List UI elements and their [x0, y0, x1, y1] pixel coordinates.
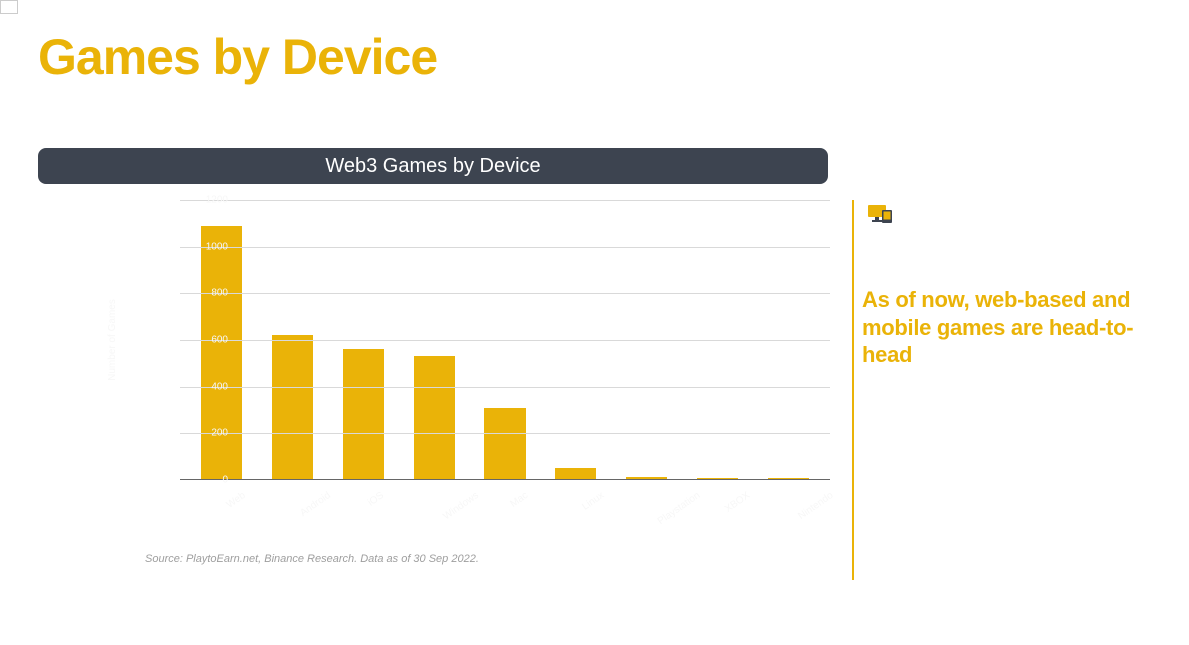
y-tick-label: 600: [180, 335, 228, 346]
y-tick-label: 1200: [180, 195, 228, 206]
x-tick-label: Android: [299, 490, 334, 519]
y-tick-label: 0: [180, 475, 228, 486]
x-tick-label: Mac: [508, 490, 530, 510]
x-tick-label: Windows: [441, 490, 481, 522]
chart-plot: WebAndroidiOSWindowsMacLinuxPlaystationX…: [180, 200, 830, 480]
x-tick-label: XBOX: [723, 490, 752, 515]
chart-header-bar: Web3 Games by Device: [38, 148, 828, 184]
gridline: [180, 247, 830, 248]
corner-tab: [0, 0, 18, 14]
bar: [484, 408, 525, 480]
devices-icon: [868, 205, 894, 225]
page-title: Games by Device: [38, 28, 437, 86]
x-axis-baseline: [180, 479, 830, 480]
x-tick-label: Web: [225, 490, 248, 511]
gridline: [180, 387, 830, 388]
gridline: [180, 293, 830, 294]
bar: [343, 349, 384, 480]
bar: [201, 226, 242, 480]
y-axis-label: Number of Games: [107, 299, 118, 381]
x-tick-label: Nintendo: [796, 490, 835, 522]
y-tick-label: 1000: [180, 241, 228, 252]
side-note: As of now, web-based and mobile games ar…: [862, 286, 1162, 369]
y-tick-label: 400: [180, 381, 228, 392]
gridline: [180, 340, 830, 341]
x-tick-label: iOS: [366, 490, 386, 509]
bar: [414, 356, 455, 480]
gridline: [180, 433, 830, 434]
y-tick-label: 200: [180, 428, 228, 439]
gridline: [180, 200, 830, 201]
bar: [272, 335, 313, 480]
x-tick-label: Playstation: [656, 490, 702, 527]
chart-area: Number of Games WebAndroidiOSWindowsMacL…: [125, 200, 830, 540]
y-tick-label: 800: [180, 288, 228, 299]
source-text: Source: PlaytoEarn.net, Binance Research…: [145, 553, 479, 565]
x-tick-label: Linux: [580, 490, 606, 513]
chart-header-text: Web3 Games by Device: [325, 155, 540, 178]
side-divider: [852, 200, 854, 580]
